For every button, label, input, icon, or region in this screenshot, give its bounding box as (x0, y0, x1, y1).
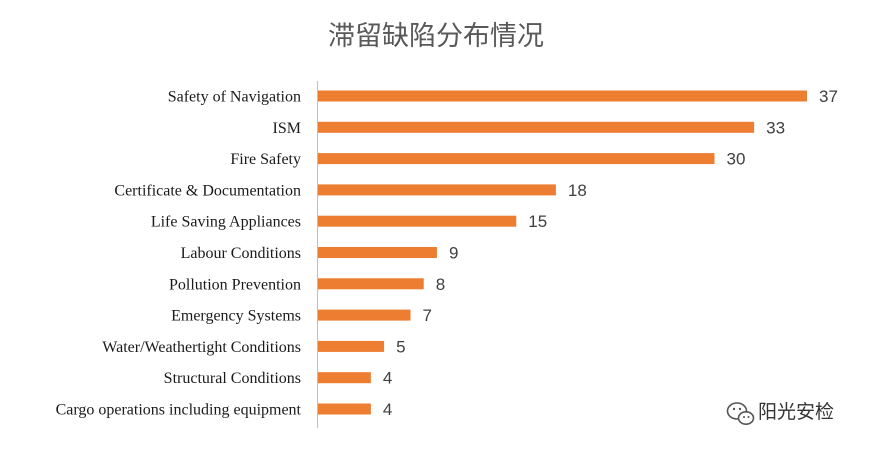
category-label: ISM (273, 120, 301, 137)
category-label: Emergency Systems (171, 308, 301, 325)
value-label: 18 (568, 181, 587, 200)
wechat-icon (726, 402, 755, 425)
category-label: Safety of Navigation (168, 89, 301, 106)
watermark: 阳光安检 (726, 401, 834, 425)
bar (318, 340, 385, 352)
bar (318, 90, 807, 102)
bar (318, 372, 371, 384)
bar (318, 403, 371, 415)
category-label: Structural Conditions (164, 370, 301, 387)
bar (318, 278, 424, 290)
value-label: 4 (383, 369, 392, 388)
value-label: 30 (726, 150, 745, 169)
value-label: 37 (819, 87, 838, 106)
category-label: Cargo operations including equipment (56, 402, 302, 419)
bar (318, 215, 517, 227)
value-label: 4 (383, 400, 392, 419)
bars-group: Safety of Navigation 37 ISM 33 Fire Safety 30… (56, 87, 838, 419)
value-label: 5 (396, 337, 405, 356)
category-label: Fire Safety (230, 151, 301, 168)
bar (318, 153, 715, 165)
value-label: 15 (528, 212, 547, 231)
value-label: 9 (449, 244, 458, 263)
category-label: Certificate & Documentation (114, 182, 301, 199)
value-label: 33 (766, 118, 785, 137)
category-label: Labour Conditions (181, 245, 301, 262)
category-label: Pollution Prevention (169, 276, 301, 293)
category-label: Life Saving Appliances (151, 214, 301, 231)
bar (318, 247, 437, 258)
bar (318, 184, 556, 196)
value-label: 7 (423, 306, 432, 325)
watermark-text: 阳光安检 (758, 401, 834, 423)
value-label: 8 (436, 275, 445, 294)
bar (318, 309, 411, 321)
bar (318, 121, 755, 133)
chart-title: 滞留缺陷分布情况 (328, 21, 544, 52)
category-label: Water/Weathertight Conditions (102, 339, 301, 356)
